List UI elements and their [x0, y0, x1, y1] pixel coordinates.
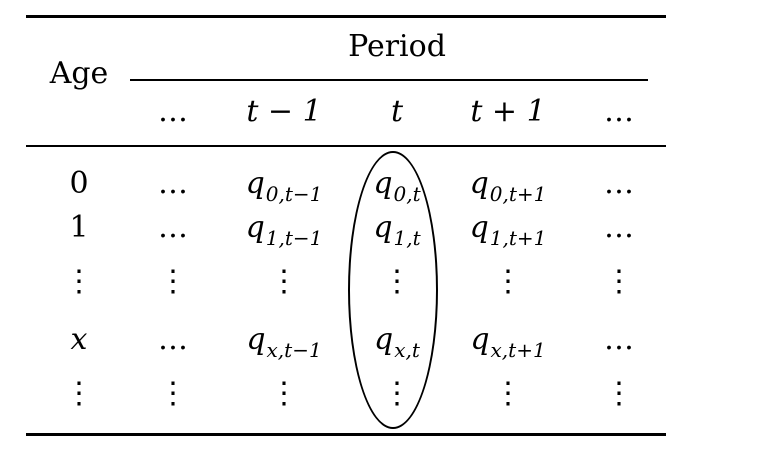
probability-cell: q0,t+1: [469, 166, 547, 205]
vdots-cell: ⋮: [493, 376, 523, 411]
ellipsis-cell: …: [604, 166, 634, 201]
cell-symbol: q: [246, 322, 266, 357]
vdots-cell: ⋮: [604, 264, 634, 299]
ellipsis-cell: …: [604, 210, 634, 245]
cell-subscript: 1,t+1: [489, 226, 547, 250]
age-cell: ⋮: [64, 264, 94, 299]
top-rule: [26, 15, 666, 18]
cell-subscript: 0,t−1: [265, 182, 323, 206]
stub-header-age: Age: [49, 56, 109, 91]
cell-symbol: q: [470, 322, 490, 357]
bottom-rule: [26, 433, 666, 436]
vdots-cell: ⋮: [158, 376, 188, 411]
age-cell: 1: [69, 210, 89, 245]
cell-symbol: q: [245, 210, 265, 245]
cell-subscript: 0,t+1: [489, 182, 547, 206]
cell-symbol: q: [245, 166, 265, 201]
column-header: …: [158, 94, 188, 129]
group-header-period: Period: [348, 29, 446, 64]
cell-subscript: x,t+1: [490, 338, 546, 362]
column-header: t: [390, 94, 404, 129]
ellipsis-cell: …: [158, 210, 188, 245]
vdots-cell: ⋮: [269, 376, 299, 411]
header-bottom-rule: [26, 145, 666, 147]
age-cell: 0: [69, 166, 89, 201]
ellipsis-cell: …: [604, 322, 634, 357]
vdots-cell: ⋮: [604, 376, 634, 411]
column-header: t − 1: [246, 94, 322, 129]
probability-cell: q0,t−1: [245, 166, 323, 205]
probability-cell: qx,t−1: [246, 322, 321, 361]
ellipsis-cell: …: [158, 166, 188, 201]
cell-subscript: x,t−1: [266, 338, 322, 362]
vdots-cell: ⋮: [493, 264, 523, 299]
vdots-cell: ⋮: [158, 264, 188, 299]
ellipsis-cell: …: [158, 322, 188, 357]
age-cell: x: [70, 322, 88, 357]
cell-subscript: 1,t−1: [265, 226, 323, 250]
probability-cell: q1,t+1: [469, 210, 547, 249]
vdots-cell: ⋮: [269, 264, 299, 299]
highlight-ellipse: [348, 151, 438, 429]
cell-symbol: q: [469, 210, 489, 245]
probability-cell: q1,t−1: [245, 210, 323, 249]
probability-cell: qx,t+1: [470, 322, 545, 361]
column-header: …: [604, 94, 634, 129]
cell-symbol: q: [469, 166, 489, 201]
age-cell: ⋮: [64, 376, 94, 411]
period-underline: [130, 79, 648, 81]
column-header: t + 1: [470, 94, 546, 129]
